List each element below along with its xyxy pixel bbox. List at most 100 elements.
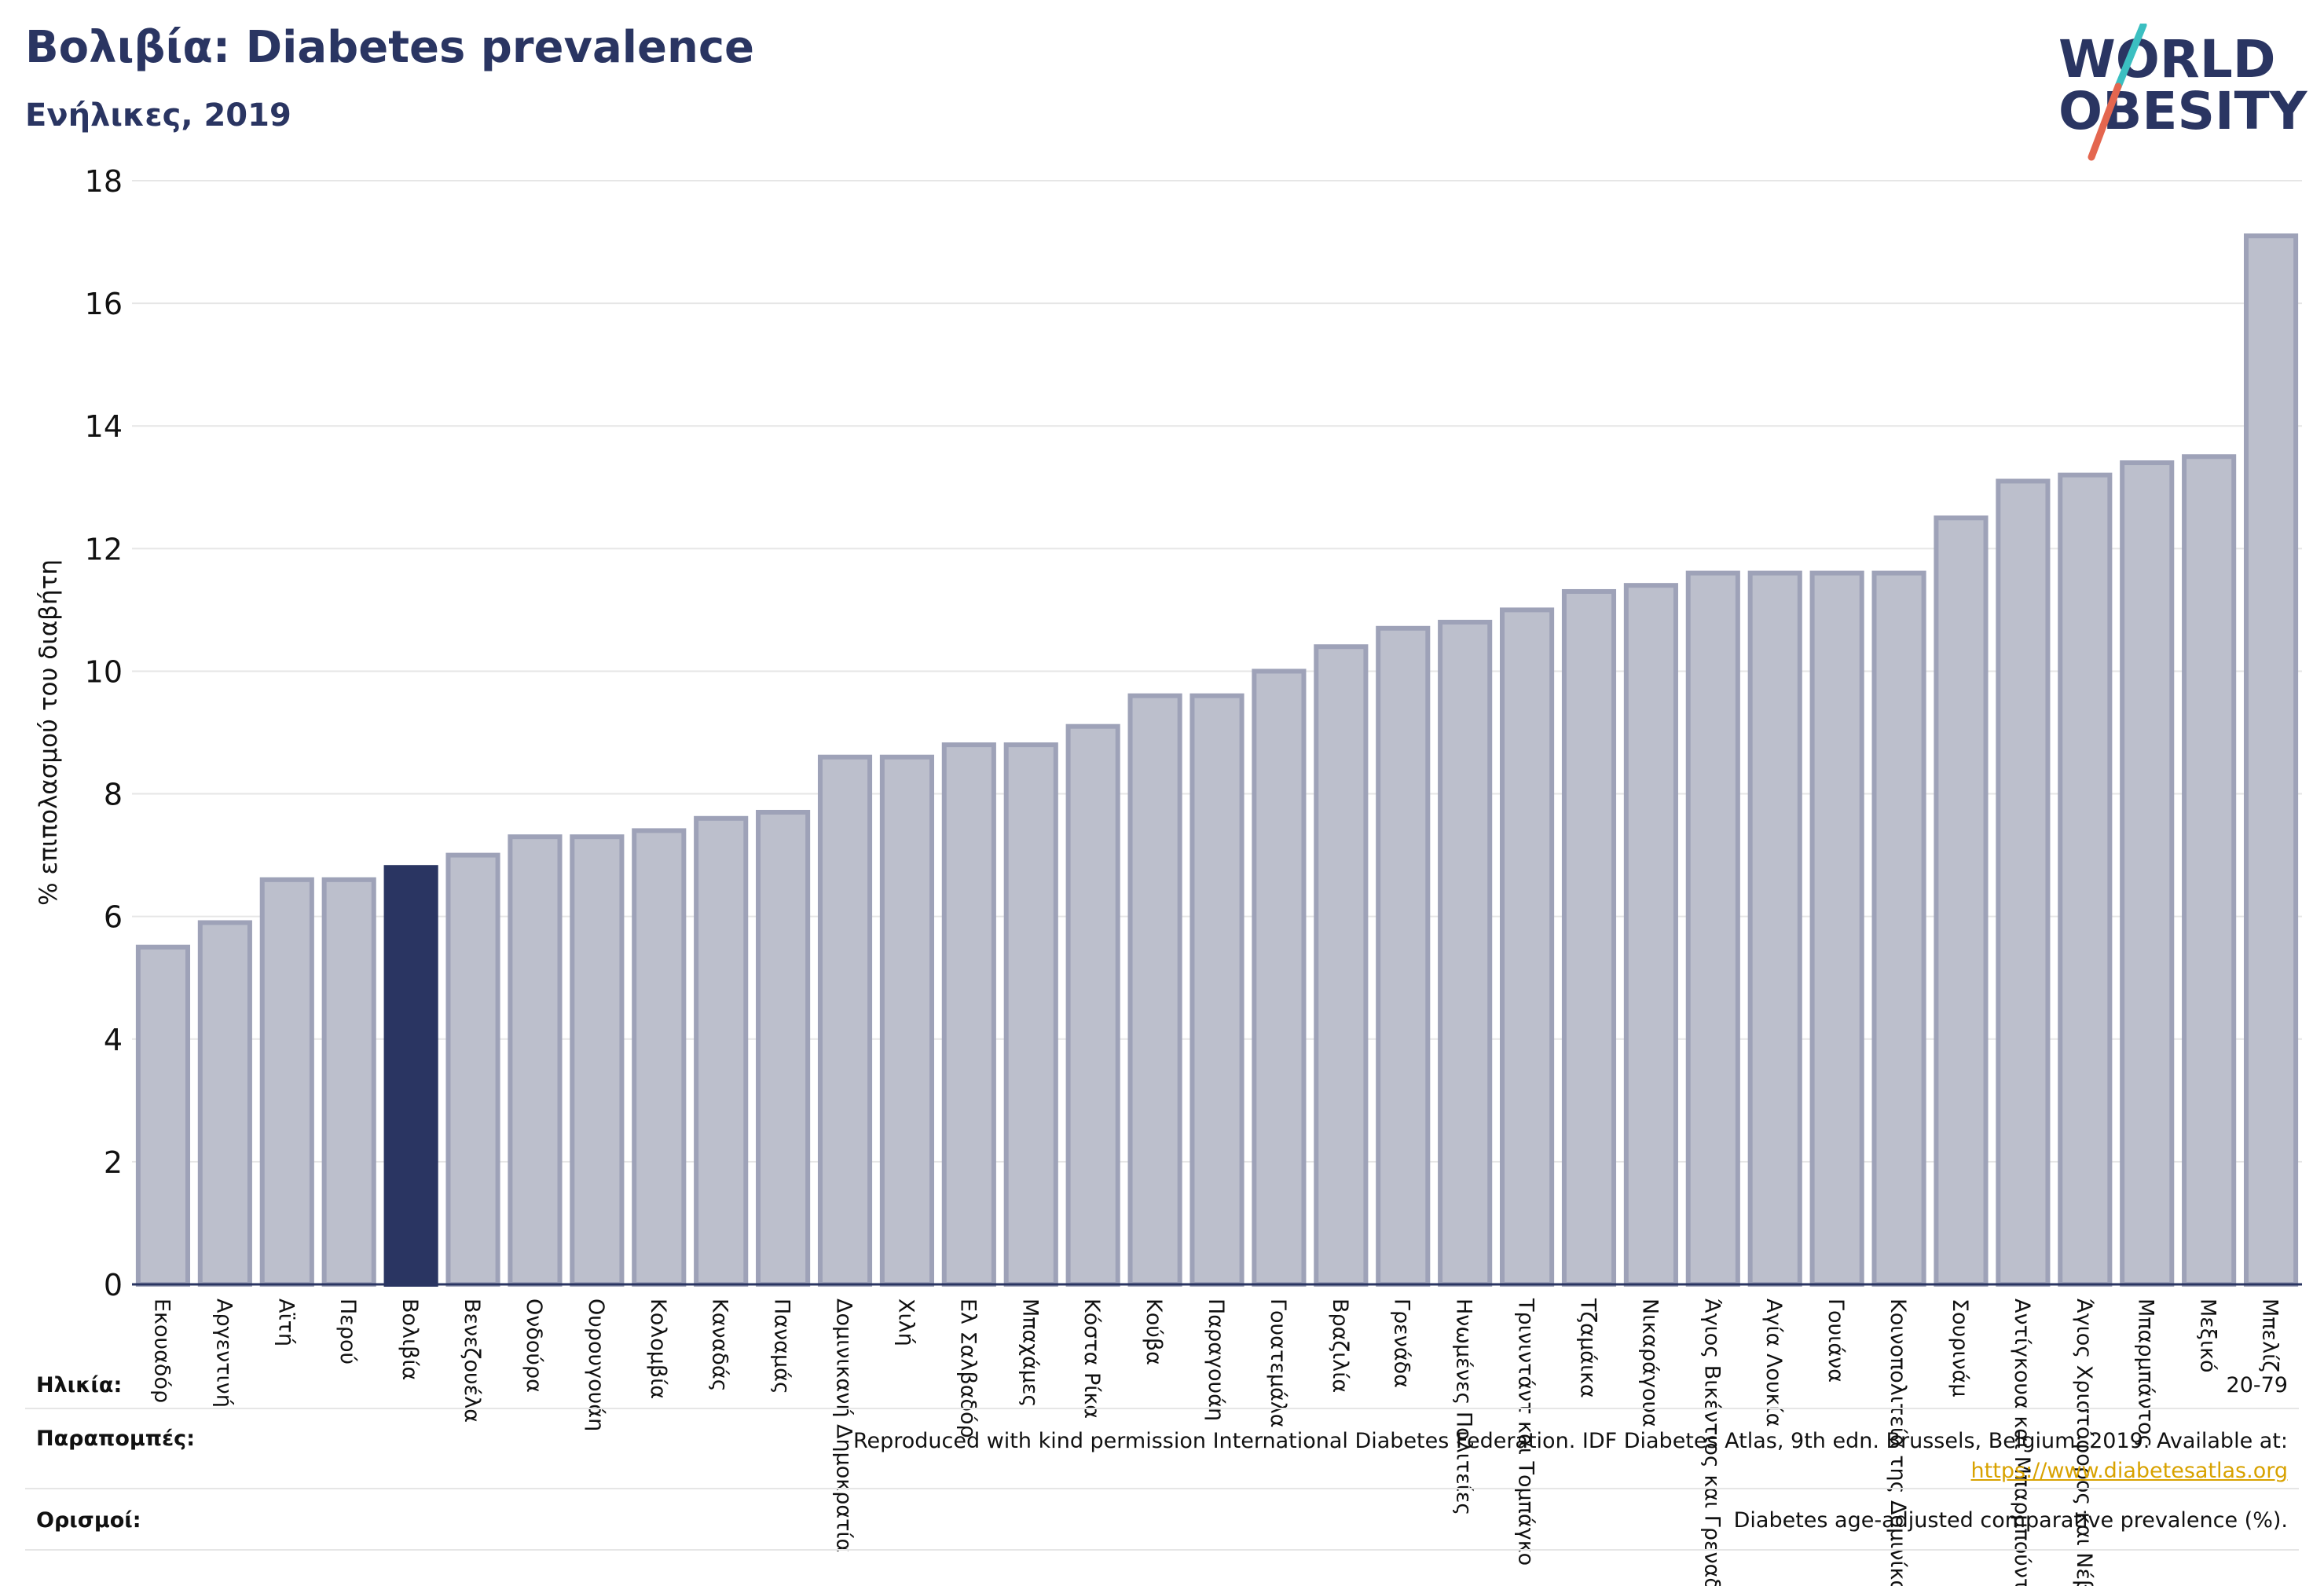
bar	[941, 742, 996, 1287]
y-tick-label: 4	[104, 1023, 123, 1057]
logo-slash-bottom	[2088, 82, 2122, 161]
x-tick-label: Δομινικανή Δημοκρατία	[832, 1298, 856, 1552]
bar	[1623, 583, 1678, 1287]
y-tick-label: 2	[104, 1145, 123, 1180]
bar	[2058, 472, 2113, 1287]
bar	[817, 754, 873, 1287]
x-tick-label: Βολιβία	[398, 1298, 422, 1380]
bar	[2182, 454, 2237, 1287]
bar	[1252, 668, 1307, 1287]
x-tick-label: Αγία Λουκία	[1761, 1298, 1786, 1427]
x-tick-label: Βενεζουέλα	[460, 1298, 484, 1423]
x-tick-label: Ελ Σαλβαδόρ	[955, 1298, 980, 1438]
x-tick-label: Άγιος Βικέντιος και Γρεναδίνες	[1699, 1298, 1724, 1586]
bar	[1438, 620, 1493, 1287]
bar	[1314, 644, 1369, 1287]
references-label: Παραπομπές:	[36, 1427, 195, 1451]
age-label: Ηλικία:	[36, 1373, 123, 1397]
bar	[1561, 588, 1617, 1287]
bar	[756, 809, 811, 1287]
bar	[445, 852, 500, 1287]
bar	[2120, 460, 2175, 1287]
x-tick-label: Κολομβία	[646, 1298, 670, 1399]
logo-slash-top	[2114, 21, 2147, 90]
x-tick-label: Ηνωμένες Πολιτείες	[1452, 1298, 1476, 1515]
references-value: Reproduced with kind permission Internat…	[853, 1427, 2288, 1486]
x-tick-label: Παναμάς	[770, 1298, 794, 1394]
x-tick-label: Μπαρμπάντος	[2134, 1298, 2158, 1447]
x-tick-label: Σουρινάμ	[1948, 1298, 1972, 1397]
x-tick-label: Μεξικό	[2196, 1298, 2220, 1373]
x-tick-label: Νικαράγουα	[1637, 1298, 1662, 1427]
bar	[1500, 607, 1555, 1287]
bar	[694, 815, 749, 1287]
y-tick-label: 14	[85, 409, 123, 444]
bar	[1065, 723, 1120, 1287]
y-tick-label: 12	[85, 532, 123, 566]
definitions-label: Ορισμοί:	[36, 1508, 141, 1533]
y-tick-label: 18	[85, 164, 123, 199]
bar	[197, 920, 252, 1287]
references-text: Reproduced with kind permission Internat…	[852, 1429, 2288, 1453]
logo-graphic: WORLD OBESITY	[2058, 21, 2308, 161]
x-tick-label: Αργεντινή	[211, 1298, 236, 1408]
bar	[1934, 515, 1989, 1287]
bar	[2243, 233, 2299, 1287]
bar	[135, 944, 191, 1287]
chart-title: Βολιβία: Diabetes prevalence	[25, 22, 754, 73]
world-obesity-logo: WORLD OBESITY	[2051, 21, 2310, 165]
x-tick-label: Χιλή	[893, 1298, 918, 1346]
y-tick-label: 8	[104, 778, 123, 812]
references-link[interactable]: https://www.diabetesatlas.org	[1970, 1459, 2288, 1483]
x-tick-label: Αντίγκουα και Μπαρμπούντα	[2010, 1298, 2034, 1586]
x-tick-label: Εκουαδόρ	[149, 1298, 174, 1403]
x-tick-label: Τζαμάικα	[1575, 1298, 1600, 1398]
x-tick-label: Βραζιλία	[1328, 1298, 1352, 1393]
footer-row-references: Παραπομπές: Reproduced with kind permiss…	[25, 1409, 2299, 1489]
chart-subtitle: Ενήλικες, 2019	[25, 97, 291, 134]
y-tick-label: 16	[85, 287, 123, 321]
bar-highlight	[383, 865, 438, 1287]
x-tick-label: Τρινιντάντ και Τομπάγκο	[1514, 1298, 1538, 1566]
bar	[1127, 693, 1182, 1287]
footer-row-definitions: Ορισμοί: Diabetes age-adjusted comparati…	[25, 1489, 2299, 1551]
x-tick-label: Γουιάνα	[1824, 1298, 1848, 1383]
y-tick-label: 0	[104, 1268, 123, 1302]
bar	[1871, 570, 1926, 1287]
x-tick-label: Καναδάς	[708, 1298, 732, 1392]
x-tick-label: Γουατεμάλα	[1266, 1298, 1290, 1428]
x-tick-label: Αϊτή	[273, 1298, 298, 1346]
x-tick-label: Κοινοπολιτεία της Δομινίκας	[1886, 1298, 1910, 1586]
x-tick-label: Ονδούρα	[522, 1298, 546, 1393]
bar	[1996, 478, 2051, 1287]
x-tick-label: Γρενάδα	[1390, 1298, 1414, 1388]
bar	[508, 834, 563, 1287]
logo-line1: WORLD	[2058, 29, 2276, 90]
bar	[1685, 570, 1740, 1287]
y-axis-label: % επιπολασμού του διαβήτη	[35, 559, 63, 906]
bar	[259, 877, 314, 1287]
bar	[632, 828, 687, 1287]
y-tick-label: 10	[85, 654, 123, 689]
x-tick-label: Παραγουάη	[1204, 1298, 1228, 1421]
bar	[1809, 570, 1864, 1287]
bar	[570, 834, 625, 1287]
x-tick-label: Περού	[335, 1298, 360, 1364]
x-tick-label: Κόστα Ρίκα	[1080, 1298, 1104, 1419]
bar	[1003, 742, 1058, 1287]
x-tick-label: Κούβα	[1142, 1298, 1166, 1365]
age-value: 20-79	[2226, 1373, 2288, 1397]
definitions-value: Diabetes age-adjusted comparative preval…	[1733, 1508, 2288, 1533]
x-tick-label: Μπαχάμες	[1017, 1298, 1042, 1407]
x-tick-label: Άγιος Χριστόφορος και Νέβις	[2072, 1298, 2096, 1586]
y-tick-label: 6	[104, 900, 123, 935]
bar	[1747, 570, 1802, 1287]
footer-row-age: Ηλικία: 20-79	[25, 1345, 2299, 1409]
bar	[1376, 625, 1431, 1287]
x-tick-label: Μπελίζ	[2258, 1298, 2282, 1372]
bar	[321, 877, 376, 1287]
bar	[1189, 693, 1244, 1287]
bar	[879, 754, 934, 1287]
